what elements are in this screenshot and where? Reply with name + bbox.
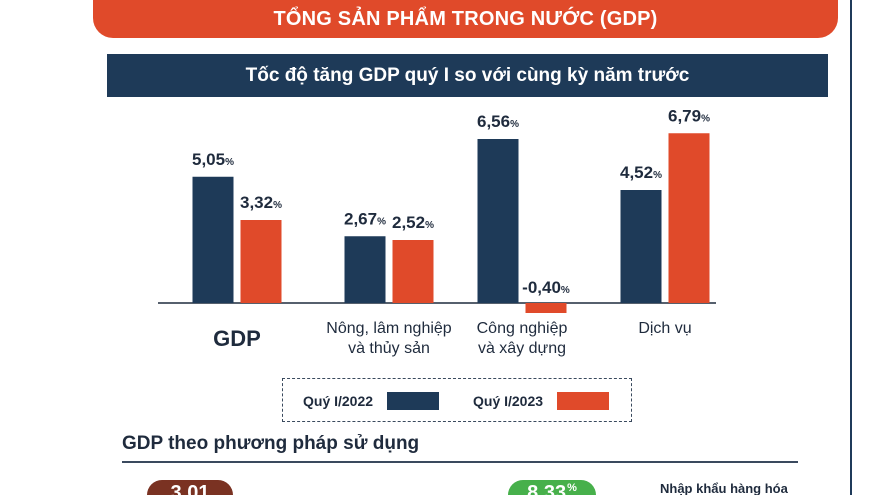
section-title: GDP theo phương pháp sử dụng xyxy=(122,433,420,454)
category-label-2: Công nghiệp và xây dựng xyxy=(477,320,568,357)
chart-title: Tốc độ tăng GDP quý I so với cùng kỳ năm… xyxy=(245,64,690,86)
page-edge-rule xyxy=(850,0,852,495)
bar-s0-c3 xyxy=(620,190,662,303)
legend-item-2022: Quý I/2022 xyxy=(303,379,440,423)
chart-title-bar: Tốc độ tăng GDP quý I so với cùng kỳ năm… xyxy=(107,54,828,97)
legend-label-2023: Quý I/2023 xyxy=(473,393,544,409)
category-label-1: Nông, lâm nghiệp và thủy sản xyxy=(326,320,452,357)
bar-value-label-s1-c3: 6,79% xyxy=(668,106,710,125)
bar-s1-c3 xyxy=(668,133,710,303)
bar-s1-c0 xyxy=(240,220,282,303)
value-pill-right-text: 8,33 xyxy=(527,482,567,495)
bar-s0-c0 xyxy=(192,176,234,303)
category-label-3: Dịch vụ xyxy=(638,320,691,337)
value-pill-left-text: 3,01 xyxy=(170,482,210,495)
value-pill-right: 8,33% xyxy=(508,480,596,495)
page-title: TỔNG SẢN PHẨM TRONG NƯỚC (GDP) xyxy=(273,7,658,30)
bar-value-label-s0-c3: 4,52% xyxy=(620,163,662,182)
bar-s1-c1 xyxy=(392,240,434,303)
legend-swatch-2022 xyxy=(387,392,440,410)
value-pill-right-unit: % xyxy=(567,482,577,494)
bar-s0-c2 xyxy=(477,139,519,303)
legend-item-2023: Quý I/2023 xyxy=(473,379,610,423)
bar-s0-c1 xyxy=(344,236,386,303)
bar-value-label-s1-c0: 3,32% xyxy=(240,193,282,212)
bar-s1-c2 xyxy=(525,303,567,313)
category-label-0: GDP xyxy=(213,326,261,351)
value-pill-left: 3,01 xyxy=(147,480,233,495)
bar-value-label-s0-c0: 5,05% xyxy=(192,150,234,169)
legend-swatch-2023 xyxy=(557,392,610,410)
bar-value-label-s0-c1: 2,67% xyxy=(344,209,386,228)
bar-value-label-s1-c1: 2,52% xyxy=(392,213,434,232)
chart-legend: Quý I/2022 Quý I/2023 xyxy=(282,378,632,422)
header-banner: TỔNG SẢN PHẨM TRONG NƯỚC (GDP) xyxy=(93,0,838,38)
import-goods-label: Nhập khẩu hàng hóa xyxy=(660,481,788,495)
bar-value-label-s0-c2: 6,56% xyxy=(477,112,519,131)
bar-value-label-s1-c2: -0,40% xyxy=(522,278,570,297)
section-divider xyxy=(122,461,798,463)
legend-label-2022: Quý I/2022 xyxy=(303,393,374,409)
